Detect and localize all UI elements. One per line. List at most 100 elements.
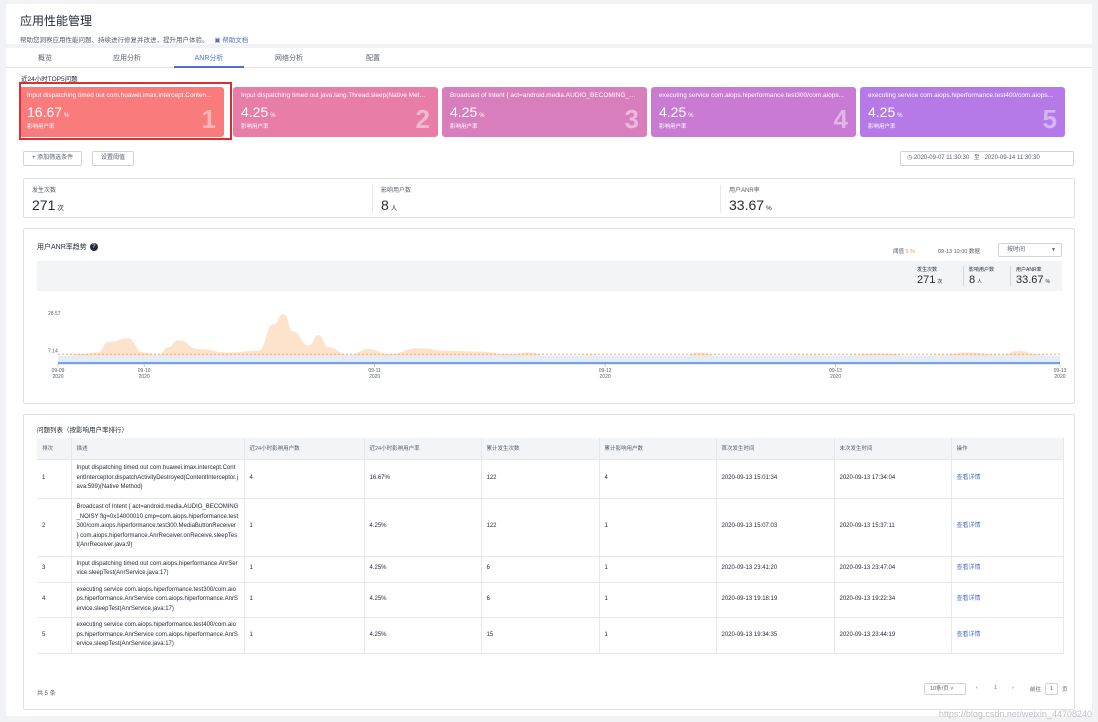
trend-title: 用户ANR率趋势? [37,242,98,252]
top5-card[interactable]: executing service com.aiops.hiperformanc… [860,87,1065,137]
card-title: Input dispatching timed out java.lang.Th… [241,92,425,99]
table-cell-users24: 1 [244,556,365,583]
prev-page-button[interactable]: ‹ [976,685,978,691]
column-header: 近24小时影响用户率 [364,438,482,460]
tab-network-analysis[interactable]: 网络分析 [275,55,303,62]
table-cell-total_users: 1 [599,498,717,557]
tab-bar: 概览 应用分析 ANR分析 网络分析 配置 [6,48,1092,68]
tab-anr-analysis[interactable]: ANR分析 [174,53,244,68]
table-cell-total_users: 1 [599,617,717,654]
issue-list-title: 问题列表（按影响用户率排行） [37,427,128,434]
goto-page-input[interactable]: 1 [1045,683,1058,695]
table-cell-total_count: 122 [481,498,600,557]
table-cell-total_users: 1 [599,556,717,583]
table-cell-first: 2020-09-13 19:34:35 [716,617,835,654]
y-tick-label: 28.57 [48,311,61,317]
next-page-button[interactable]: › [1012,685,1014,691]
page-size-select[interactable]: 10条/页 ˅ [924,683,966,695]
card-title: executing service com.aiops.hiperformanc… [868,92,1053,99]
set-threshold-button[interactable]: 设置阈值 [92,151,135,166]
column-header: 描述 [71,438,245,460]
table-cell-first: 2020-09-13 15:01:34 [716,459,835,499]
card-sublabel: 影响用户率 [868,124,896,130]
table-cell-rate24: 4.25% [364,498,482,557]
help-question-icon[interactable]: ? [89,243,98,252]
tab-overview[interactable]: 概览 [38,55,52,62]
selected-card-highlight [19,82,232,140]
view-details-link[interactable]: 查看详情 [951,498,1064,557]
mini-stat-occurrences: 发生次数 271 次 [917,267,943,286]
table-row: 1 Input dispatching timed out com.huawei.… [37,459,1064,499]
anr-trend-chart: 28.577.1409-09202009-10202009-11202009-1… [48,311,1067,380]
help-doc-label[interactable]: 帮助文档 [222,37,249,44]
view-details-link[interactable]: 查看详情 [951,556,1064,583]
threshold-label: 阈值 5 % [893,249,916,255]
chevron-down-icon: ▼ [1051,247,1056,253]
top5-card[interactable]: executing service com.aiops.hiperformanc… [651,87,856,137]
help-doc-link[interactable]: ▣ 帮助文档 [214,37,249,44]
card-rank: 4 [833,104,848,134]
x-tick-year: 2020 [52,374,63,380]
table-cell-total_count: 6 [481,556,600,583]
column-header: 累计发生次数 [481,438,600,460]
view-details-link[interactable]: 查看详情 [951,582,1064,618]
top5-card[interactable]: Broadcast of Intent { act=android.media.… [442,87,647,137]
date-to: 2020-09-14 11:30:30 [984,155,1040,161]
x-tick-date: 09-13 [1054,368,1067,374]
table-cell-desc: Broadcast of Intent { act=android.media.… [71,498,245,557]
page-description: 帮助您洞察应用性能问题、持续进行修复并改进，提升用户体验。 ▣ 帮助文档 [20,34,1078,44]
stat-label: 影响用户数 [381,188,412,194]
column-header: 操作 [951,438,1064,460]
x-tick-year: 2020 [369,374,380,380]
group-by-select[interactable]: 按时间 ▼ [998,243,1062,257]
y-tick-label: 7.14 [48,349,58,355]
goto-label: 前往 [1030,687,1042,693]
top5-card[interactable]: Input dispatching timed out java.lang.Th… [233,87,438,137]
card-sublabel: 影响用户率 [659,124,687,130]
table-cell-rate24: 4.25% [364,617,482,654]
card-rank: 2 [415,104,430,134]
table-cell-rank: 2 [37,498,72,557]
page-title: 应用性能管理 [20,14,93,28]
table-cell-desc: executing service com.aiops.hiperformanc… [71,582,245,618]
watermark: https://blog.csdn.net/weixin_44708240 [938,709,1092,719]
x-tick-year: 2020 [1054,374,1065,380]
x-tick-date: 09-10 [138,368,151,374]
table-cell-users24: 1 [244,498,365,557]
page-number-button[interactable]: 1 [994,685,998,691]
x-tick-date: 09-12 [599,368,612,374]
tab-config[interactable]: 配置 [366,55,380,62]
divider [1010,266,1011,286]
date-range-picker[interactable]: ◷ 2020-09-07 11:30:30 至 2020-09-14 11:30… [900,151,1074,166]
divider [372,185,373,213]
page-header: 应用性能管理 帮助您洞察应用性能问题、持续进行修复并改进，提升用户体验。 ▣ 帮… [6,4,1092,44]
divider [720,185,721,213]
date-from: 2020-09-07 11:30:30 [913,155,970,161]
tab-app-analysis[interactable]: 应用分析 [113,55,141,62]
stat-value: 33.67% [729,197,772,213]
top5-section-label: 近24小时TOP5问题 [21,76,78,83]
card-title: Broadcast of Intent { act=android.media.… [450,92,638,99]
card-rank: 1 [201,104,216,134]
threshold-value: 5 % [905,249,916,255]
table-cell-last: 2020-09-13 23:44:19 [834,617,952,654]
card-value: 16.67% [27,104,70,120]
table-cell-total_users: 1 [599,582,717,618]
add-filter-button[interactable]: + 添加筛选条件 [23,151,83,166]
card-title: executing service com.aiops.hiperformanc… [659,92,844,99]
table-cell-users24: 1 [244,582,365,618]
card-sublabel: 影响用户率 [241,124,269,130]
table-cell-rank: 3 [37,556,72,583]
table-cell-rank: 5 [37,617,72,654]
date-separator: 至 [973,155,980,161]
table-cell-desc: executing service com.aiops.hiperformanc… [71,617,245,654]
table-header-row: 排次 描述 近24小时影响用户数 近24小时影响用户率 累计发生次数 累计影响用户数 首次发… [37,438,1064,460]
top5-card[interactable]: Input dispatching timed out com.huawei.i… [19,87,224,137]
view-details-link[interactable]: 查看详情 [951,459,1064,499]
view-details-link[interactable]: 查看详情 [951,617,1064,654]
table-cell-rate24: 4.25% [364,582,482,618]
